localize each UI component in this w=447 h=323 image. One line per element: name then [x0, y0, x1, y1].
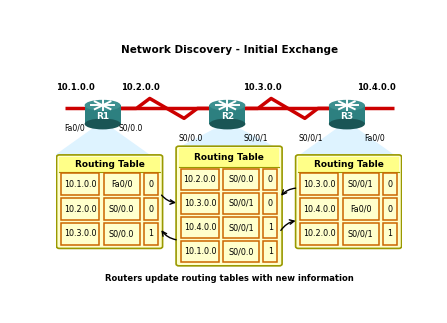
FancyBboxPatch shape	[61, 198, 99, 220]
Text: 10.1.0.0: 10.1.0.0	[64, 180, 97, 189]
Text: Fa0/0: Fa0/0	[64, 123, 85, 132]
Text: R1: R1	[96, 112, 109, 121]
FancyBboxPatch shape	[300, 223, 338, 245]
FancyBboxPatch shape	[263, 217, 277, 238]
FancyBboxPatch shape	[263, 193, 277, 214]
Text: R2: R2	[221, 112, 234, 121]
FancyBboxPatch shape	[57, 155, 163, 248]
FancyBboxPatch shape	[343, 223, 379, 245]
Text: Fa0/0: Fa0/0	[111, 180, 132, 189]
Text: Routing Table: Routing Table	[314, 160, 384, 169]
Ellipse shape	[84, 119, 121, 130]
Text: Routers update routing tables with new information: Routers update routing tables with new i…	[105, 274, 354, 283]
Ellipse shape	[329, 100, 365, 111]
Text: 1: 1	[268, 223, 273, 232]
Text: 10.2.0.0: 10.2.0.0	[122, 83, 160, 92]
Text: Routing Table: Routing Table	[75, 160, 144, 169]
FancyBboxPatch shape	[61, 173, 99, 195]
FancyBboxPatch shape	[181, 241, 219, 262]
Text: 10.2.0.0: 10.2.0.0	[184, 175, 216, 184]
FancyBboxPatch shape	[104, 198, 139, 220]
FancyBboxPatch shape	[343, 173, 379, 195]
Text: S0/0.0: S0/0.0	[109, 229, 134, 238]
Text: 10.4.0.0: 10.4.0.0	[357, 83, 396, 92]
Text: 0: 0	[268, 175, 273, 184]
FancyBboxPatch shape	[209, 105, 245, 124]
FancyBboxPatch shape	[181, 169, 219, 190]
Text: S0/0/1: S0/0/1	[348, 229, 374, 238]
Text: S0/0.0: S0/0.0	[179, 134, 203, 143]
Text: 0: 0	[148, 180, 153, 189]
Text: S0/0.0: S0/0.0	[228, 175, 254, 184]
Text: S0/0/1: S0/0/1	[228, 199, 254, 208]
Text: 10.2.0.0: 10.2.0.0	[64, 204, 97, 214]
Text: 1: 1	[268, 247, 273, 256]
Text: 10.2.0.0: 10.2.0.0	[303, 229, 336, 238]
Text: S0/0.0: S0/0.0	[228, 247, 254, 256]
Text: Fa0/0: Fa0/0	[350, 204, 371, 214]
Text: R3: R3	[340, 112, 354, 121]
FancyBboxPatch shape	[263, 169, 277, 190]
Ellipse shape	[84, 100, 121, 111]
Text: 1: 1	[387, 229, 392, 238]
Text: S0/0.0: S0/0.0	[118, 123, 143, 132]
FancyBboxPatch shape	[223, 169, 259, 190]
FancyBboxPatch shape	[144, 173, 158, 195]
Text: 0: 0	[148, 204, 153, 214]
FancyBboxPatch shape	[223, 193, 259, 214]
Text: 10.4.0.0: 10.4.0.0	[303, 204, 336, 214]
Text: 1: 1	[148, 229, 153, 238]
FancyBboxPatch shape	[263, 241, 277, 262]
Text: 0: 0	[387, 204, 392, 214]
FancyBboxPatch shape	[383, 173, 397, 195]
Text: Routing Table: Routing Table	[194, 153, 264, 162]
FancyBboxPatch shape	[383, 223, 397, 245]
Text: 0: 0	[268, 199, 273, 208]
FancyBboxPatch shape	[179, 148, 279, 167]
FancyBboxPatch shape	[59, 157, 160, 172]
FancyBboxPatch shape	[329, 105, 365, 124]
Text: Fa0/0: Fa0/0	[364, 134, 385, 143]
FancyBboxPatch shape	[223, 217, 259, 238]
Text: S0/0/1: S0/0/1	[244, 134, 268, 143]
Text: 10.3.0.0: 10.3.0.0	[303, 180, 336, 189]
Polygon shape	[52, 124, 153, 157]
Text: 10.3.0.0: 10.3.0.0	[64, 229, 97, 238]
Text: 10.4.0.0: 10.4.0.0	[184, 223, 216, 232]
FancyBboxPatch shape	[295, 155, 401, 248]
FancyBboxPatch shape	[176, 146, 282, 266]
Polygon shape	[297, 124, 397, 157]
FancyBboxPatch shape	[144, 198, 158, 220]
Text: S0/0/1: S0/0/1	[348, 180, 374, 189]
FancyBboxPatch shape	[223, 241, 259, 262]
FancyBboxPatch shape	[104, 223, 139, 245]
FancyBboxPatch shape	[383, 198, 397, 220]
Text: 10.1.0.0: 10.1.0.0	[184, 247, 216, 256]
FancyBboxPatch shape	[104, 173, 139, 195]
Text: 0: 0	[387, 180, 392, 189]
Ellipse shape	[209, 100, 245, 111]
FancyBboxPatch shape	[181, 217, 219, 238]
FancyBboxPatch shape	[343, 198, 379, 220]
Text: S0/0.0: S0/0.0	[109, 204, 134, 214]
Ellipse shape	[329, 119, 365, 130]
Ellipse shape	[209, 119, 245, 130]
FancyBboxPatch shape	[300, 173, 338, 195]
Text: S0/0/1: S0/0/1	[228, 223, 254, 232]
Text: 10.3.0.0: 10.3.0.0	[184, 199, 216, 208]
FancyBboxPatch shape	[144, 223, 158, 245]
FancyBboxPatch shape	[84, 105, 121, 124]
FancyBboxPatch shape	[299, 157, 399, 172]
Polygon shape	[177, 124, 278, 148]
Text: 10.1.0.0: 10.1.0.0	[55, 83, 94, 92]
Text: S0/0/1: S0/0/1	[298, 134, 323, 143]
FancyBboxPatch shape	[181, 193, 219, 214]
FancyBboxPatch shape	[300, 198, 338, 220]
FancyBboxPatch shape	[61, 223, 99, 245]
Text: 10.3.0.0: 10.3.0.0	[243, 83, 281, 92]
Text: Network Discovery - Initial Exchange: Network Discovery - Initial Exchange	[121, 45, 337, 55]
